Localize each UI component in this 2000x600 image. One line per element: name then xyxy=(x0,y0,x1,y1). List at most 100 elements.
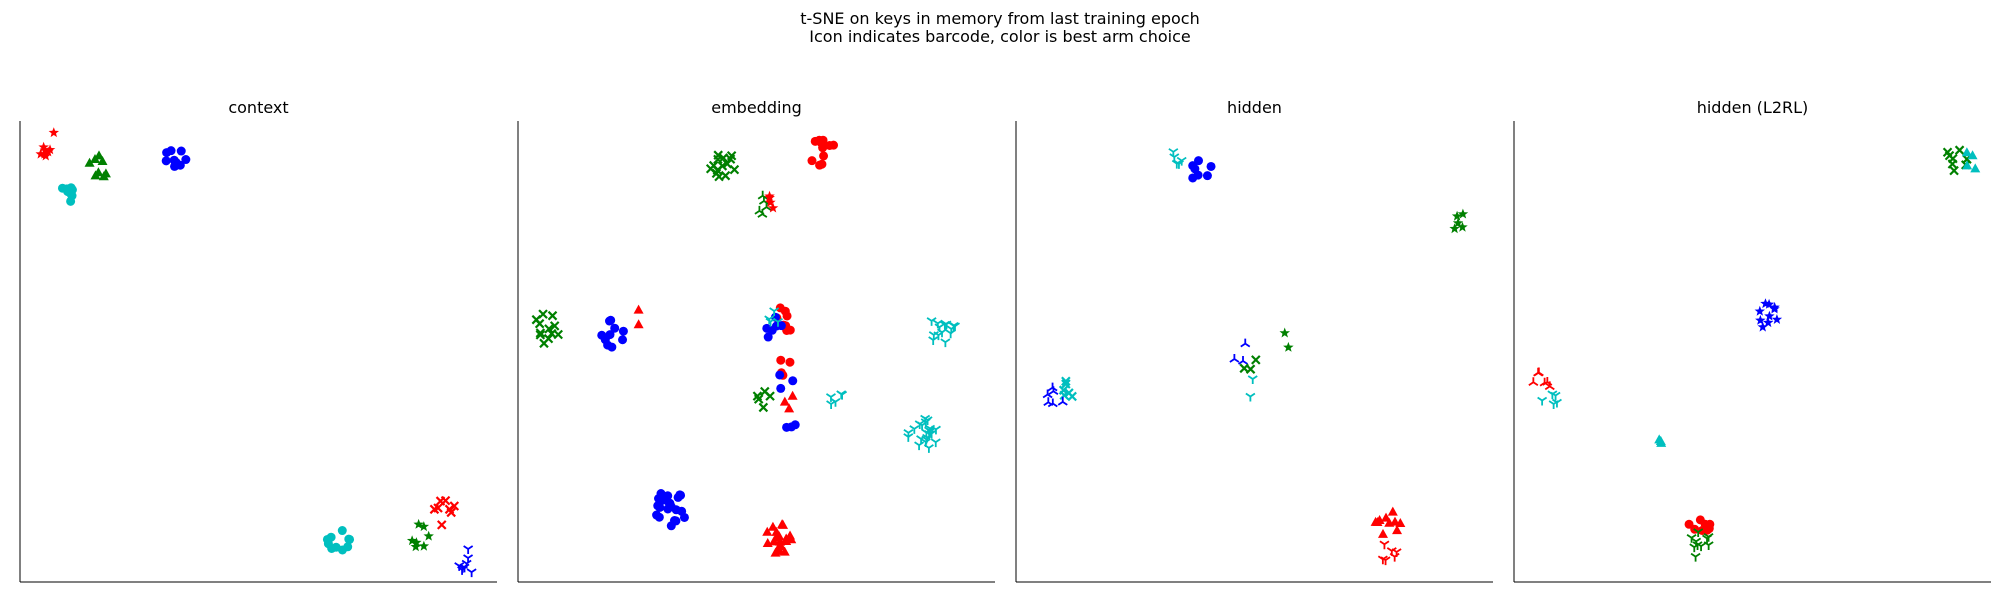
data-point xyxy=(722,159,732,169)
data-point xyxy=(162,148,172,158)
data-point xyxy=(1239,363,1249,374)
data-point xyxy=(1954,145,1965,155)
data-point xyxy=(815,160,825,170)
data-point xyxy=(1686,534,1697,543)
data-point xyxy=(1171,159,1182,169)
data-point xyxy=(633,304,644,314)
data-point xyxy=(1537,396,1548,406)
data-point xyxy=(1684,519,1694,529)
data-point xyxy=(535,328,546,338)
data-point xyxy=(909,425,920,434)
data-point xyxy=(726,150,737,161)
data-point xyxy=(1206,161,1216,171)
data-point xyxy=(679,512,689,522)
data-point xyxy=(776,355,786,365)
data-point xyxy=(534,318,545,329)
data-point xyxy=(663,491,673,501)
data-point xyxy=(782,422,792,432)
data-point xyxy=(765,197,776,207)
data-point xyxy=(1042,389,1053,399)
data-point xyxy=(1754,305,1765,316)
panel-title: embedding xyxy=(711,98,801,117)
data-point xyxy=(718,153,729,163)
data-point xyxy=(654,512,664,522)
data-point xyxy=(93,167,104,177)
data-point xyxy=(1229,353,1240,363)
data-point xyxy=(949,322,960,332)
data-point xyxy=(38,141,49,152)
data-point xyxy=(784,403,795,413)
data-point xyxy=(903,433,914,442)
data-point xyxy=(322,534,332,544)
data-point xyxy=(1762,317,1774,328)
data-point xyxy=(1048,386,1059,395)
data-point xyxy=(1240,338,1251,348)
data-point xyxy=(1380,556,1391,566)
data-point xyxy=(1374,515,1385,525)
data-point xyxy=(1202,171,1212,181)
panel-title: hidden xyxy=(1227,98,1282,117)
data-point xyxy=(345,534,355,544)
panel-title: hidden (L2RL) xyxy=(1697,98,1809,117)
data-point xyxy=(543,333,554,344)
data-point xyxy=(423,530,434,541)
data-point xyxy=(39,148,50,159)
data-point xyxy=(775,370,785,380)
data-point xyxy=(1970,163,1981,173)
data-point xyxy=(1193,170,1203,180)
data-point xyxy=(753,394,764,404)
data-point xyxy=(825,140,835,150)
data-point xyxy=(63,187,73,197)
panel-4: hidden (L2RL) xyxy=(1513,98,1991,583)
data-point xyxy=(1387,506,1398,516)
data-point xyxy=(1703,541,1714,550)
data-point xyxy=(826,400,837,409)
data-point xyxy=(463,545,474,555)
data-point xyxy=(597,330,607,340)
data-point xyxy=(1064,388,1074,398)
data-point xyxy=(331,542,341,552)
data-point xyxy=(436,520,447,530)
data-point xyxy=(44,144,56,155)
data-point xyxy=(1944,150,1955,161)
data-point xyxy=(610,323,620,333)
data-point xyxy=(1377,528,1388,538)
data-point xyxy=(666,502,676,512)
data-point xyxy=(779,396,790,406)
data-point xyxy=(1168,148,1179,157)
data-point xyxy=(1528,377,1539,387)
data-point xyxy=(411,537,422,548)
data-point xyxy=(939,320,950,330)
data-point xyxy=(1389,552,1400,562)
data-point xyxy=(1061,379,1071,389)
data-point xyxy=(1283,341,1294,352)
data-point xyxy=(1057,396,1068,406)
data-point xyxy=(764,190,775,201)
data-point xyxy=(930,438,941,448)
data-point xyxy=(547,310,558,321)
data-point xyxy=(754,205,765,215)
data-point xyxy=(925,427,936,437)
data-point xyxy=(440,495,451,506)
data-point xyxy=(1059,390,1069,401)
data-point xyxy=(776,383,786,393)
data-point xyxy=(788,376,798,386)
panel-3: hidden xyxy=(1015,98,1493,583)
data-point xyxy=(708,160,719,171)
data-point xyxy=(343,542,353,552)
data-point xyxy=(940,338,951,348)
data-point xyxy=(1949,165,1959,176)
data-point xyxy=(466,568,477,578)
data-point xyxy=(920,438,931,447)
data-point xyxy=(1695,515,1705,525)
data-point xyxy=(535,330,546,340)
data-point xyxy=(418,521,430,532)
data-point xyxy=(774,531,785,541)
suptitle-line-1: t-SNE on keys in memory from last traini… xyxy=(800,9,1200,28)
data-point xyxy=(1279,327,1290,338)
data-point xyxy=(1238,355,1249,365)
data-point xyxy=(1544,381,1555,391)
data-point xyxy=(100,168,111,178)
data-point xyxy=(1548,400,1559,410)
